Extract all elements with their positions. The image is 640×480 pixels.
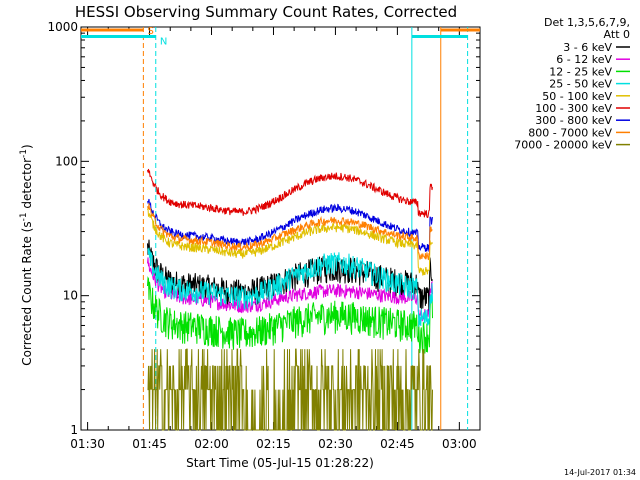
saa-flag-label: S <box>148 26 154 37</box>
legend-label: 6 - 12 keV <box>556 53 612 66</box>
series-line <box>147 198 433 252</box>
x-tick-label: 01:30 <box>70 437 105 451</box>
legend-label: 50 - 100 keV <box>542 90 612 103</box>
series-line <box>147 348 433 431</box>
series-line <box>147 203 433 261</box>
x-tick-label: 02:00 <box>194 437 229 451</box>
x-tick-label: 03:00 <box>442 437 477 451</box>
y-tick-label: 1 <box>70 423 78 437</box>
legend-label: 12 - 25 keV <box>549 65 612 78</box>
series-line <box>147 168 433 219</box>
chart-title: HESSI Observing Summary Count Rates, Cor… <box>75 3 457 21</box>
x-tick-label: 02:30 <box>318 437 353 451</box>
legend-header-line1: Det 1,3,5,6,7,9, <box>544 16 630 29</box>
series-line <box>147 247 433 327</box>
legend-label: 3 - 6 keV <box>563 41 612 54</box>
x-tick-label: 02:15 <box>256 437 291 451</box>
x-axis-label: Start Time (05-Jul-15 01:28:22) <box>186 456 374 470</box>
y-axis-label: Corrected Count Rate (s-1 detector-1) <box>19 144 34 365</box>
footer-timestamp: 14-Jul-2017 01:34 <box>564 468 636 477</box>
y-tick-label: 100 <box>55 154 78 168</box>
legend-label: 300 - 800 keV <box>535 114 612 127</box>
legend-label: 7000 - 20000 keV <box>514 139 612 152</box>
legend-label: 25 - 50 keV <box>549 78 612 91</box>
legend-header-line2: Att 0 <box>604 28 630 41</box>
legend-label: 100 - 300 keV <box>535 102 612 115</box>
legend-label: 800 - 7000 keV <box>528 126 612 139</box>
night-flag-label: N <box>160 36 167 47</box>
y-tick-label: 10 <box>63 289 78 303</box>
series-line <box>147 207 433 276</box>
x-tick-label: 01:45 <box>132 437 167 451</box>
y-tick-label: 1000 <box>47 20 78 34</box>
plot-area: 1 10 100 1000 01:30 01:45 02:00 02:15 02:30 02:45… <box>47 20 481 451</box>
legend: Det 1,3,5,6,7,9, Att 0 <box>544 16 630 41</box>
series-line <box>147 276 433 354</box>
x-tick-label: 02:45 <box>380 437 415 451</box>
